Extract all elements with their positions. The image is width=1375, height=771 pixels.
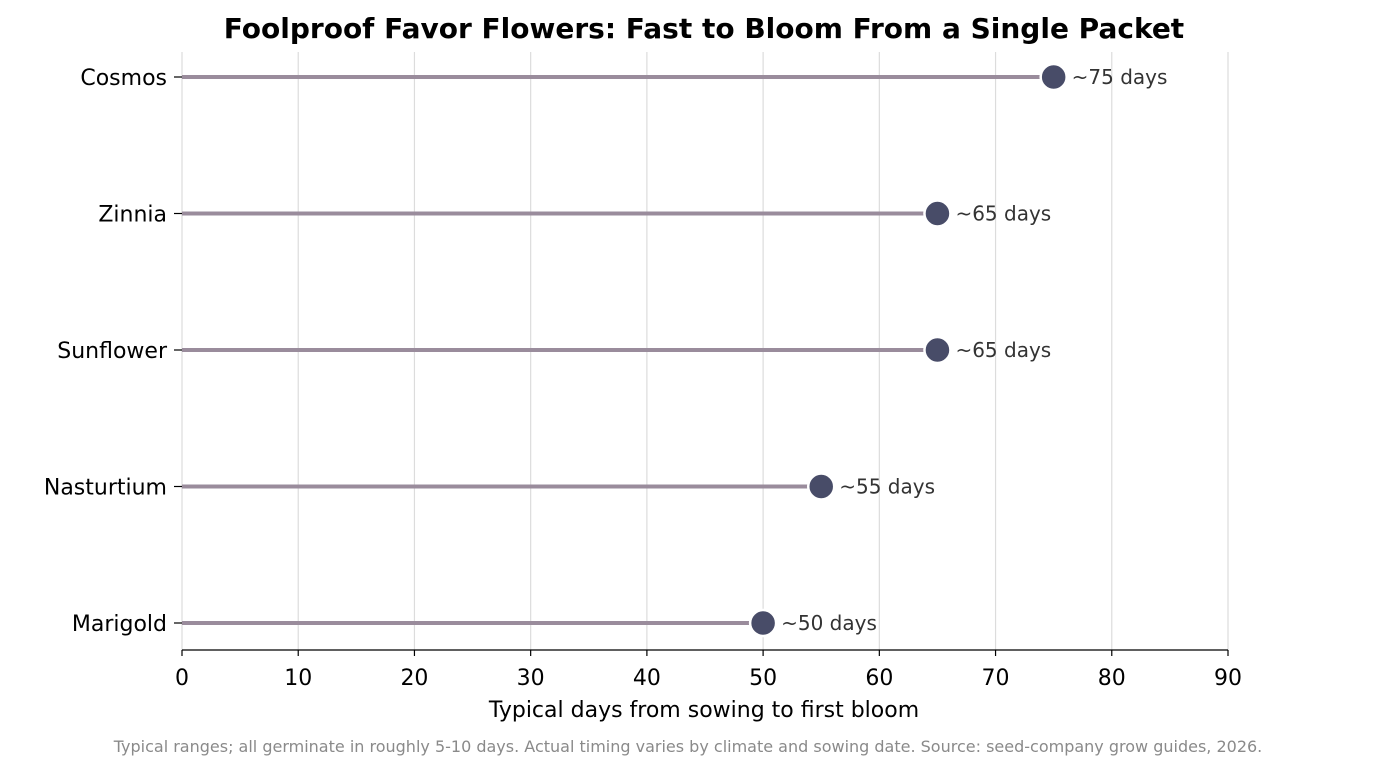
x-tick-label: 60 (865, 666, 893, 691)
y-tick-label: Cosmos (80, 66, 167, 91)
lollipop-dots (748, 62, 1068, 638)
x-tick-label: 50 (749, 666, 777, 691)
y-tick-labels: Cosmos Zinnia Sunflower Nasturtium Marigold (44, 66, 182, 637)
chart-footnote: Typical ranges; all germinate in roughly… (113, 737, 1263, 756)
data-label: ~55 days (839, 475, 935, 499)
data-label: ~65 days (955, 202, 1051, 226)
data-label: ~50 days (781, 611, 877, 635)
data-label: ~75 days (1072, 65, 1168, 89)
lollipop-dot (806, 472, 836, 501)
x-tick-label: 90 (1214, 666, 1242, 691)
x-tick-label: 70 (982, 666, 1010, 691)
lollipop-stems (182, 75, 1054, 625)
data-label: ~65 days (955, 338, 1051, 362)
lollipop-dot (923, 335, 952, 365)
y-tick-label: Marigold (72, 612, 167, 637)
y-tick-label: Sunflower (57, 339, 168, 364)
chart-title: Foolproof Favor Flowers: Fast to Bloom F… (224, 12, 1184, 45)
lollipop-dot (748, 608, 778, 638)
lollipop-dot (1039, 62, 1068, 92)
x-tick-labels: 0 10 20 30 40 50 60 70 80 90 (175, 650, 1242, 691)
x-tick-label: 40 (633, 666, 661, 691)
data-labels: ~75 days ~65 days ~65 days ~55 days ~50 days (781, 65, 1167, 635)
y-tick-label: Nasturtium (44, 476, 167, 501)
x-tick-label: 10 (284, 666, 312, 691)
x-tick-label: 0 (175, 666, 189, 691)
x-axis-label: Typical days from sowing to first bloom (488, 698, 919, 723)
x-tick-label: 80 (1098, 666, 1126, 691)
y-tick-label: Zinnia (98, 203, 167, 228)
x-tick-label: 30 (517, 666, 545, 691)
lollipop-dot (923, 199, 952, 228)
x-tick-label: 20 (400, 666, 428, 691)
